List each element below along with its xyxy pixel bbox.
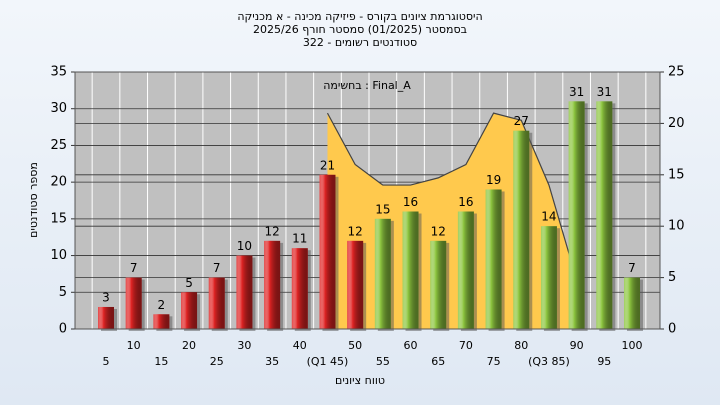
x-tick-label: 35: [265, 355, 279, 368]
bar-shade: [568, 101, 585, 329]
bar-shade: [291, 248, 308, 329]
bar-shade: [153, 314, 170, 329]
bar-shade: [98, 306, 114, 329]
value-label: 15: [375, 202, 390, 216]
value-label: 5: [185, 276, 193, 290]
plot-frame: [74, 71, 661, 330]
x-tick-label: 75: [487, 355, 501, 368]
area-outline: [326, 112, 578, 280]
bar-shade: [264, 240, 281, 329]
y-tick-label: 35: [50, 65, 67, 80]
bar-shade: [513, 130, 530, 329]
x-tick-label: 70: [459, 339, 473, 352]
bar-shade: [457, 211, 474, 329]
x-tick-label: 95: [597, 355, 611, 368]
x-tick-label: 100: [622, 339, 643, 352]
bar-shade: [319, 174, 336, 329]
title-line: סטודנטים רשומים - 322: [303, 36, 417, 49]
value-label: 19: [486, 173, 501, 187]
value-label: 16: [403, 195, 418, 209]
bar-shade: [540, 226, 557, 329]
y-axis-label: מספר סטודנטים: [27, 162, 40, 238]
value-label: 2: [158, 298, 166, 312]
y2-tick-label: 20: [668, 116, 685, 131]
y2-tick-label: 15: [668, 167, 685, 182]
title-line: היסטוגרמת ציונים בקורס - פיזיקה מכינה - …: [237, 10, 482, 23]
bar-shade: [125, 277, 142, 329]
y-tick-label: 5: [59, 285, 67, 300]
bar-shade: [236, 255, 253, 329]
x-tick-label: 30: [237, 339, 251, 352]
bar-shade: [596, 101, 613, 329]
value-label: 12: [264, 224, 279, 238]
bar-shade: [402, 211, 419, 329]
bar-shade: [347, 240, 364, 329]
y-tick-label: 10: [50, 248, 67, 263]
title-line: בסמסטר (01/2025) סמסטר חורף 2025/26: [253, 23, 467, 36]
x-tick-label: 15: [154, 355, 168, 368]
value-label: 21: [320, 158, 335, 172]
y-tick-label: 20: [50, 175, 67, 190]
x-tick-label: 60: [404, 339, 418, 352]
x-tick-label: 65: [431, 355, 445, 368]
value-label: 12: [348, 224, 363, 238]
x-tick-label: (Q3 85): [528, 355, 570, 368]
y2-tick-label: 5: [668, 270, 676, 285]
x-tick-label: 55: [376, 355, 390, 368]
y-tick-label: 0: [59, 322, 67, 337]
x-tick-label: 20: [182, 339, 196, 352]
value-label: 7: [628, 261, 636, 275]
value-label: 27: [514, 114, 529, 128]
y2-tick-label: 10: [668, 219, 685, 234]
y-tick-label: 25: [50, 138, 67, 153]
bar-shade: [181, 292, 198, 329]
x-tick-label: 90: [570, 339, 584, 352]
bar-shade: [430, 240, 447, 329]
x-tick-label: 80: [514, 339, 528, 352]
bar-shade: [485, 189, 502, 329]
value-label: 12: [431, 224, 446, 238]
x-tick-label: 25: [210, 355, 224, 368]
annotation: בחשימה : Final_A: [323, 79, 411, 92]
y2-tick-label: 0: [668, 322, 676, 337]
value-label: 11: [292, 232, 307, 246]
value-label: 3: [102, 290, 110, 304]
x-tick-label: 50: [348, 339, 362, 352]
value-label: 10: [237, 239, 252, 253]
x-axis-label: טווח ציונים: [335, 374, 385, 387]
x-tick-label: 5: [103, 355, 110, 368]
bar-shade: [624, 277, 640, 329]
y-tick-label: 15: [50, 211, 67, 226]
x-tick-label: 40: [293, 339, 307, 352]
value-label: 7: [130, 261, 138, 275]
x-tick-label: 10: [127, 339, 141, 352]
value-label: 31: [597, 85, 612, 99]
value-label: 16: [458, 195, 473, 209]
bar-shade: [374, 218, 391, 329]
x-tick-label: (Q1 45): [307, 355, 349, 368]
y-tick-label: 30: [50, 101, 67, 116]
value-label: 31: [569, 85, 584, 99]
value-label: 7: [213, 261, 221, 275]
y2-tick-label: 25: [668, 65, 685, 80]
bar-shade: [208, 277, 225, 329]
value-label: 14: [541, 210, 556, 224]
plot-layer: [75, 71, 660, 331]
